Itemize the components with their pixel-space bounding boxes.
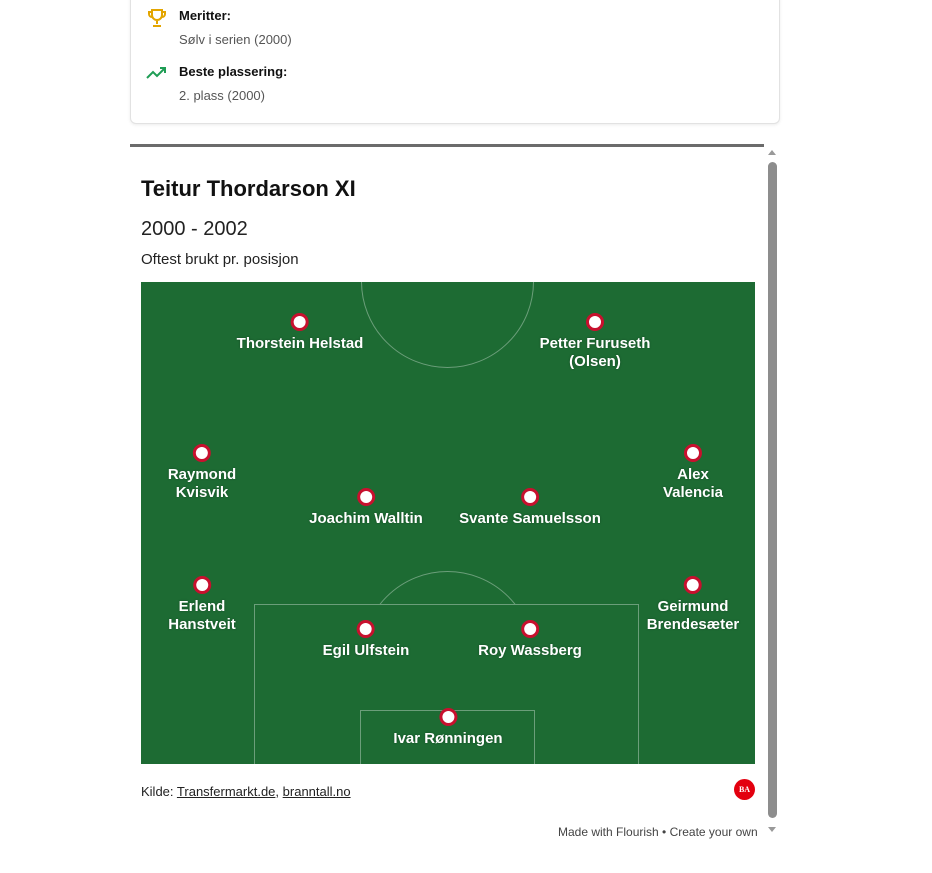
player-name: Geirmund Brendesæter [646,598,740,633]
player-dot [586,313,604,331]
player-marker[interactable]: Thorstein Helstad [236,313,364,353]
player-marker[interactable]: Egil Ulfstein [322,620,410,660]
player-marker[interactable]: Raymond Kvisvik [168,444,236,502]
trophy-icon [148,9,166,27]
trending-up-icon [146,67,166,79]
player-dot [520,620,539,638]
player-name: Thorstein Helstad [236,335,364,352]
player-name: Raymond Kvisvik [167,466,237,501]
player-name: Alex Valencia [662,466,724,501]
source-line: Kilde: Transfermarkt.de, branntall.no [141,784,351,799]
player-name: Joachim Walltin [309,510,423,527]
chart-description: Oftest brukt pr. posisjon [141,251,299,268]
player-name: Egil Ulfstein [322,642,410,659]
football-pitch: Thorstein Helstad Petter Furuseth (Olsen)… [141,282,755,764]
player-dot [357,620,375,638]
player-marker[interactable]: Ivar Rønningen [393,708,503,748]
player-name: Petter Furuseth (Olsen) [539,335,651,370]
player-marker[interactable]: Petter Furuseth (Olsen) [515,313,675,371]
player-marker[interactable]: Roy Wassberg [478,620,582,660]
source-link-branntall[interactable]: branntall.no [282,784,351,799]
player-dot [683,576,702,594]
player-dot [356,488,375,506]
flourish-credit[interactable]: Made with Flourish • Create your own [558,825,758,839]
player-dot [439,708,457,726]
divider [130,144,764,147]
player-marker[interactable]: Erlend Hanstveit [168,576,236,634]
player-name: Ivar Rønningen [393,730,503,747]
player-marker[interactable]: Alex Valencia [662,444,724,502]
scrollbar-thumb[interactable] [768,162,777,818]
player-dot [193,576,211,594]
center-circle [361,282,534,368]
merits-card [130,0,780,124]
player-marker[interactable]: Geirmund Brendesæter [646,576,740,634]
player-dot [291,313,309,331]
player-name: Erlend Hanstveit [168,598,236,633]
source-link-transfermarkt[interactable]: Transfermarkt.de [176,784,276,799]
player-name: Svante Samuelsson [459,510,601,527]
player-marker[interactable]: Svante Samuelsson [459,488,601,528]
player-marker[interactable]: Joachim Walltin [309,488,423,528]
scroll-down-arrow[interactable] [768,827,776,832]
ba-logo: BA [734,779,755,800]
penalty-box [254,604,639,764]
player-name: Roy Wassberg [478,642,582,659]
player-dot [193,444,211,462]
player-dot [520,488,539,506]
merit-item: Meritter: Sølv i serien (2000) [146,8,292,47]
chart-subtitle: 2000 - 2002 [141,218,248,240]
merit-item: Beste plassering: 2. plass (2000) [146,64,287,103]
scroll-up-arrow[interactable] [768,150,776,155]
player-dot [684,444,702,462]
chart-title: Teitur Thordarson XI [141,176,356,201]
